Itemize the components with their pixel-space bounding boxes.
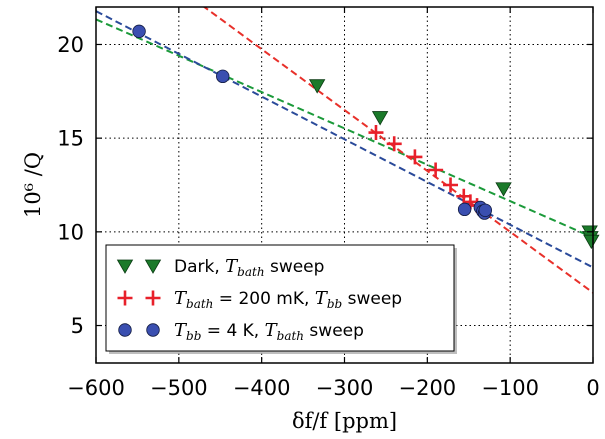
- fit-line-dark: [96, 18, 593, 239]
- legend-marker-tbath: [146, 323, 160, 337]
- data-point-dark: [308, 79, 326, 94]
- legend-marker-tbath: [118, 323, 132, 337]
- data-point-tbb: [443, 177, 459, 193]
- legend-marker-dark: [116, 259, 134, 274]
- x-axis-label: δf/f [ppm]: [292, 409, 397, 433]
- legend-label: Tbb = 4 K, Tbath sweep: [174, 320, 364, 343]
- axis-ticks: −600 −500 −400 −300 −200 −100 0 5 10 15 20: [57, 7, 600, 400]
- data-point-dark: [583, 234, 600, 250]
- legend-label: Tbath = 200 mK, Tbb sweep: [174, 288, 402, 311]
- y-tick-label: 20: [57, 33, 84, 57]
- fit-line-tbb: [202, 7, 593, 294]
- x-tick-label: −400: [233, 376, 291, 400]
- legend-marker-dark: [144, 259, 162, 274]
- x-tick-label: −200: [398, 376, 456, 400]
- data-point-tbb: [386, 136, 402, 152]
- data-point-dark: [371, 111, 389, 126]
- data-point-tbath: [457, 202, 472, 217]
- y-axis-label: 10⁶ /Q: [21, 152, 45, 218]
- y-tick-label: 10: [57, 220, 84, 244]
- x-tick-label: −300: [316, 376, 374, 400]
- fit-lines: [96, 7, 593, 294]
- x-tick-label: 0: [586, 376, 599, 400]
- axis-labels: δf/f [ppm] 10⁶ /Q: [21, 152, 397, 433]
- legend-box: [105, 244, 455, 352]
- x-tick-label: −500: [150, 376, 208, 400]
- data-point-dark: [495, 182, 512, 197]
- y-tick-label: 15: [57, 127, 84, 151]
- data-point-tbb: [368, 125, 384, 141]
- data-point-tbath: [478, 203, 493, 217]
- legend-marker-tbb: [117, 290, 133, 306]
- data-point-tbath: [216, 69, 230, 84]
- data-point-tbath: [132, 24, 146, 39]
- x-tick-label: −600: [67, 376, 125, 400]
- legend: Dark, Tbath sweep Tbath = 200 mK, Tbb swe…: [105, 244, 457, 354]
- data-points: [132, 24, 600, 250]
- fit-line-tbath: [96, 10, 593, 269]
- data-point-tbb: [428, 162, 444, 178]
- x-tick-label: −100: [481, 376, 539, 400]
- legend-marker-tbb: [145, 290, 161, 306]
- y-tick-label: 5: [71, 314, 84, 338]
- data-point-tbb: [407, 149, 423, 165]
- legend-label: Dark, Tbath sweep: [174, 256, 324, 279]
